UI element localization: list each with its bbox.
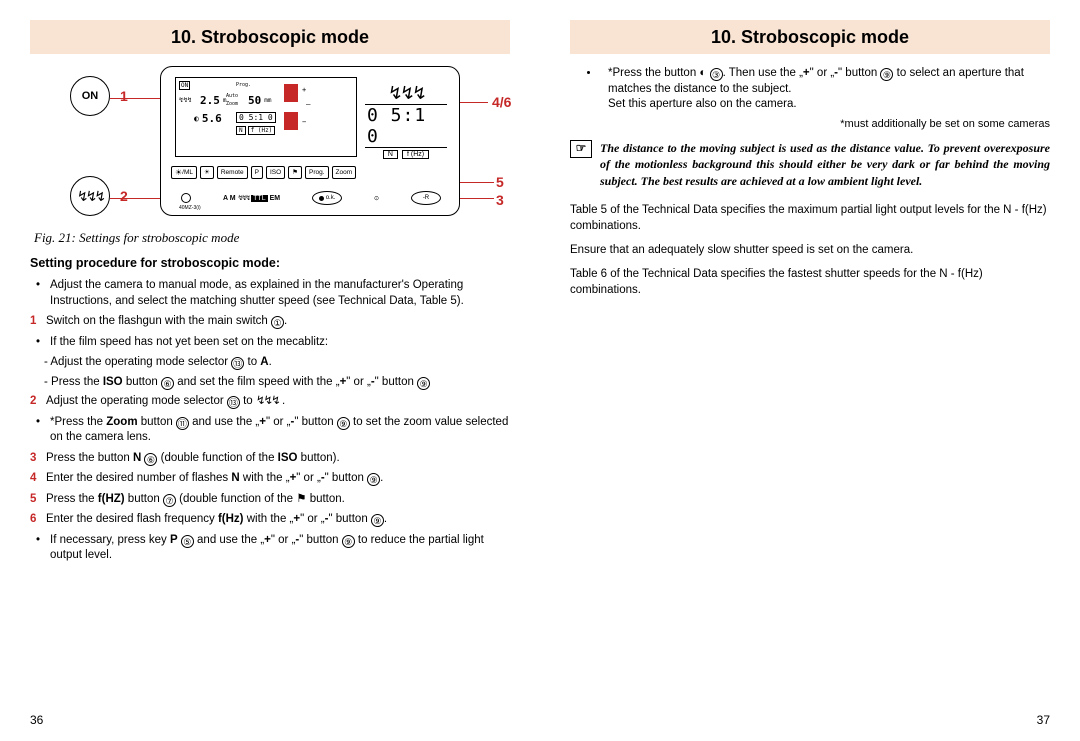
light-button[interactable]: ☀: [200, 166, 214, 179]
page-left: 10. Stroboscopic mode ON 1 ↯↯↯ 2 4/6 5 3: [0, 0, 540, 741]
step-1: 1 Switch on the flashgun with the main s…: [30, 314, 510, 330]
circled-5-icon: ⑤: [181, 535, 194, 548]
strobe-icon: ↯↯↯: [77, 188, 103, 205]
callout-4-6: 4/6: [492, 94, 511, 110]
flash-unit-body: ON ↯↯↯ 2.5 m Prog. Auto Zoom: [160, 66, 460, 216]
model-label: 40MZ-3(i): [179, 205, 201, 211]
strobe-icon: ↯↯↯: [388, 83, 424, 104]
bullet: If the film speed has not yet been set o…: [42, 335, 510, 351]
step-5: 5 Press the f(HZ) button ⑦ (double funct…: [30, 492, 510, 508]
circled-9-icon: ⑨: [342, 535, 355, 548]
circled-7-icon: ⑦: [163, 494, 176, 507]
sevenseg-small: 0 5:1 0: [236, 112, 276, 123]
note-text: The distance to the moving subject is us…: [600, 140, 1050, 190]
zoom-unit: mm: [264, 97, 271, 104]
autozoom-label: Auto: [226, 94, 238, 99]
paragraph: Table 6 of the Technical Data specifies …: [570, 266, 1050, 298]
page-right: 10. Stroboscopic mode *Press the button …: [540, 0, 1080, 741]
distance-value: 2.5: [200, 94, 220, 107]
prog-button[interactable]: Prog.: [305, 166, 329, 179]
circled-9-icon: ⑨: [367, 473, 380, 486]
step-4: 4 Enter the desired number of flashes N …: [30, 471, 510, 487]
lcd-screen: ON ↯↯↯ 2.5 m Prog. Auto Zoom: [175, 77, 357, 157]
flag-button[interactable]: ⚑: [288, 166, 302, 179]
aperture-icon: ◐: [194, 114, 199, 123]
step-2: 2 Adjust the operating mode selector ⑬ t…: [30, 394, 510, 410]
callout-2: 2: [120, 188, 128, 204]
iso-button[interactable]: ISO: [266, 166, 285, 179]
section-header: 10. Stroboscopic mode: [30, 20, 510, 54]
remote-button[interactable]: Remote: [217, 166, 248, 179]
prog-label: Prog.: [236, 82, 251, 88]
strobe-icon: ↯↯↯: [256, 395, 279, 407]
circled-3-icon: ③: [710, 68, 723, 81]
figure-caption: Fig. 21: Settings for stroboscopic mode: [34, 230, 510, 246]
dot-icon: [181, 193, 191, 203]
callout-3: 3: [496, 192, 504, 208]
zoom-button[interactable]: Zoom: [332, 166, 357, 179]
circled-6-icon: ⑥: [161, 377, 174, 390]
strobe-icon: ↯↯↯: [179, 96, 192, 104]
n-box: N: [236, 126, 246, 135]
paragraph: Table 5 of the Technical Data specifies …: [570, 202, 1050, 234]
flag-icon: ⚑: [296, 493, 306, 505]
circled-9-icon: ⑨: [417, 377, 430, 390]
button-row: ☀/ML ☀ Remote P ISO ⚑ Prog. Zoom: [171, 163, 451, 181]
red-indicator-bottom: [284, 112, 298, 130]
zoom-value: 50: [248, 94, 261, 107]
camera-diagram: ON 1 ↯↯↯ 2 4/6 5 3 ON ↯↯↯: [30, 66, 510, 226]
circled-9-icon: ⑨: [337, 417, 350, 430]
callout-strobe: ↯↯↯: [70, 176, 110, 216]
section-header: 10. Stroboscopic mode: [570, 20, 1050, 54]
paragraph: Ensure that an adequately slow shutter s…: [570, 242, 1050, 258]
lcd-on-indicator: ON: [179, 81, 190, 90]
bullet: *Press the Zoom button ⑪ and use the „+"…: [42, 415, 510, 446]
fhz-box-big: f (Hz): [402, 150, 429, 159]
n-box-big: N: [383, 150, 398, 159]
sub-step: - Adjust the operating mode selector ⑬ t…: [30, 355, 510, 371]
circled-9-icon: ⑨: [371, 514, 384, 527]
callout-1: 1: [120, 88, 128, 104]
circled-1-icon: ①: [271, 316, 284, 329]
circled-13-icon: ⑬: [231, 357, 244, 370]
r-button[interactable]: -R: [411, 191, 441, 205]
strobe-icon: ↯↯↯: [238, 194, 250, 202]
pointing-hand-icon: ☞: [570, 140, 592, 158]
procedure-heading: Setting procedure for stroboscopic mode:: [30, 256, 510, 270]
fhz-box: f (Hz): [248, 126, 276, 135]
bullet: Adjust the camera to manual mode, as exp…: [42, 278, 510, 309]
bullet: *Press the button ◐ ③. Then use the „+" …: [600, 66, 1050, 113]
step-6: 6 Enter the desired flash frequency f(Hz…: [30, 512, 510, 528]
red-indicator-top: [284, 84, 298, 102]
page-number: 36: [30, 713, 43, 727]
circled-6-icon: ⑥: [144, 453, 157, 466]
note-block: ☞ The distance to the moving subject is …: [570, 140, 1050, 190]
procedure-list: Adjust the camera to manual mode, as exp…: [30, 278, 510, 309]
side-display: ↯↯↯ 0 5:1 0 N f (Hz): [365, 83, 447, 145]
circled-9-icon: ⑨: [880, 68, 893, 81]
ok-button[interactable]: o.k.: [312, 191, 342, 205]
callout-5: 5: [496, 174, 504, 190]
step-3: 3 Press the button N ⑥ (double function …: [30, 451, 510, 467]
ml-button[interactable]: ☀/ML: [171, 166, 197, 179]
circled-11-icon: ⑪: [176, 417, 189, 430]
figure-21: ON 1 ↯↯↯ 2 4/6 5 3 ON ↯↯↯: [30, 66, 510, 226]
callout-on: ON: [70, 76, 110, 116]
bottom-controls: A M ↯↯↯ TTL EM o.k. ⊙ -R: [181, 187, 441, 209]
aperture-value: 5.6: [202, 112, 222, 125]
aperture-icon: ◐: [699, 67, 706, 79]
footnote: *must additionally be set on some camera…: [570, 118, 1050, 130]
sub-step: - Press the ISO button ⑥ and set the fil…: [30, 375, 510, 391]
bullet: If necessary, press key P ⑤ and use the …: [42, 533, 510, 564]
page-number: 37: [1037, 713, 1050, 727]
sevenseg-big: 0 5:1 0: [365, 104, 447, 148]
circled-13-icon: ⑬: [227, 396, 240, 409]
p-button[interactable]: P: [251, 166, 263, 179]
